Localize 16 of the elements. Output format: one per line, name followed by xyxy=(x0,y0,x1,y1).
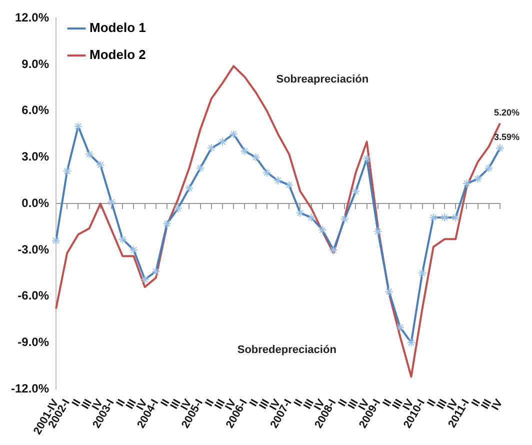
y-tick-label: -3.0% xyxy=(18,242,50,256)
y-tick-label: 6.0% xyxy=(22,103,50,118)
y-tick-label: 9.0% xyxy=(22,56,50,71)
y-tick-label: 3.0% xyxy=(22,150,50,164)
legend-label: Modelo 2 xyxy=(90,47,146,62)
data-label: 5.20% xyxy=(494,107,520,118)
annotation: Sobredepreciación xyxy=(237,344,337,356)
y-tick-label: 12.0% xyxy=(14,10,50,25)
y-tick-label: -9.0% xyxy=(18,334,50,349)
y-tick-label: 0.0% xyxy=(22,196,50,210)
y-tick-label: -6.0% xyxy=(18,288,50,303)
x-tick-label: IV xyxy=(490,396,506,412)
annotation: Sobreapreciación xyxy=(276,73,369,86)
data-label: 3.59% xyxy=(494,132,520,142)
legend-label: Modelo 1 xyxy=(90,20,146,36)
y-tick-label: -12.0% xyxy=(10,381,50,396)
